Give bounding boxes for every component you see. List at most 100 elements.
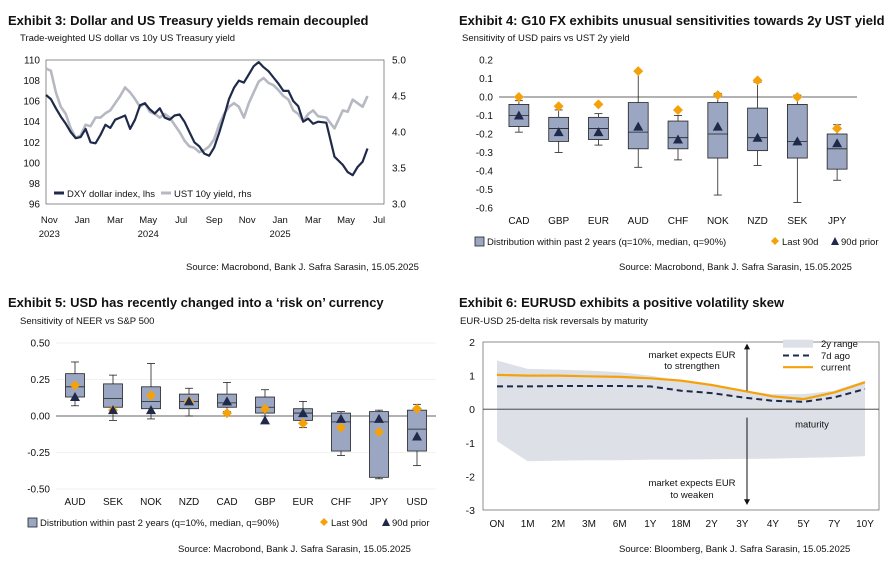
prior-90d-marker	[412, 431, 422, 441]
year-label: 2024	[138, 229, 159, 240]
left-axis-tick-label: 110	[24, 56, 40, 67]
y-axis-tick-label: -0.6	[476, 204, 494, 215]
legend-label-distribution: Distribution within past 2 years (q=10%,…	[487, 237, 726, 248]
legend-label-current: current	[821, 363, 851, 374]
exhibit-4-source: Source: Macrobond, Bank J. Safra Sarasin…	[619, 262, 852, 273]
legend-swatch-last90d	[320, 518, 328, 526]
category-label: NOK	[140, 497, 162, 508]
prior-90d-marker	[374, 413, 384, 423]
upward-arrow-head	[744, 343, 750, 350]
category-label: AUD	[64, 497, 85, 508]
y-axis-tick-label: 0	[469, 404, 475, 416]
legend-background	[50, 185, 262, 200]
x-axis-tick-label: ON	[490, 519, 505, 530]
last-90d-marker	[222, 408, 232, 419]
x-axis-tick-label: Jan	[272, 215, 287, 226]
y-axis-tick-label: 2	[469, 337, 475, 349]
exhibit-3-subtitle: Trade-weighted US dollar vs 10y US Treas…	[20, 33, 236, 44]
last-90d-marker	[513, 92, 524, 102]
last-90d-marker	[752, 75, 763, 86]
last-90d-marker	[593, 99, 604, 110]
x-axis-tick-label: 4Y	[767, 519, 780, 530]
y-axis-tick-label: -2	[466, 471, 475, 483]
x-axis-tick-label: Jul	[175, 215, 187, 226]
right-axis-tick-label: 4.0	[392, 128, 406, 139]
last-90d-marker	[633, 66, 644, 77]
x-axis-tick-label: Mar	[305, 215, 321, 226]
annotation-strengthen-line-1: market expects EUR	[648, 350, 735, 361]
category-label: JPY	[828, 216, 847, 227]
category-label: CHF	[668, 216, 689, 227]
last-90d-marker	[412, 403, 422, 414]
prior-90d-marker	[712, 121, 723, 131]
y-axis-tick-label: 1	[469, 371, 475, 383]
prior-90d-marker	[513, 110, 524, 120]
category-label: SEK	[103, 497, 123, 508]
last-90d-marker	[553, 101, 564, 112]
legend-label-ust: UST 10y yield, rhs	[174, 189, 252, 200]
annotation-strengthen-line-2: to strengthen	[664, 361, 719, 372]
x-axis-tick-label: Mar	[107, 215, 123, 226]
ust-10y-series-line	[45, 67, 369, 154]
right-axis-tick-label: 4.5	[392, 92, 406, 103]
right-axis-tick-label: 5.0	[392, 56, 406, 67]
year-label: 2025	[270, 229, 291, 240]
distribution-box	[407, 409, 427, 452]
annotation-weaken-line-1: market expects EUR	[648, 478, 735, 489]
distribution-box	[747, 107, 768, 152]
y-axis-tick-label: -0.50	[27, 485, 50, 496]
x-axis-tick-label: May	[139, 215, 157, 226]
x-axis-tick-label: 2Y	[706, 519, 719, 530]
category-label: EUR	[588, 216, 609, 227]
plot-frame	[482, 341, 880, 511]
year-label: 2023	[39, 229, 60, 240]
left-axis-tick-label: 106	[23, 97, 40, 108]
current-line	[496, 373, 866, 401]
legend-swatch-last90d	[771, 237, 779, 245]
x-axis-tick-label: 3M	[582, 519, 596, 530]
annotation-weaken-line-2: to weaken	[670, 490, 713, 501]
category-label: SEK	[787, 216, 807, 227]
legend-label-prior90d: 90d prior	[841, 237, 879, 248]
prior-90d-marker	[184, 396, 194, 406]
category-label: NZD	[179, 497, 200, 508]
exhibit-4-chart: 0.2 0.1 0.0 -0.1 -0.2 -0.3 -0.4 -0.5 -0.6 CAD GBP E…	[474, 56, 879, 248]
left-axis-tick-label: 108	[23, 76, 40, 87]
left-axis-tick-label: 98	[29, 179, 41, 190]
distribution-box	[369, 411, 389, 478]
exhibit-5-source: Source: Macrobond, Bank J. Safra Sarasin…	[178, 544, 411, 555]
exhibit-5-panel: Exhibit 5: USD has recently changed into…	[0, 281, 446, 562]
y-axis-tick-label: 0.2	[479, 56, 493, 67]
last-90d-marker	[792, 92, 803, 102]
x-axis-tick-label: 1Y	[644, 519, 657, 530]
legend-swatch-prior90d	[382, 518, 390, 526]
category-label: CHF	[331, 497, 352, 508]
legend-label-prior90d: 90d prior	[392, 518, 430, 529]
right-axis-tick-label: 3.5	[392, 164, 406, 175]
exhibit-4-subtitle: Sensitivity of USD pairs vs UST 2y yield	[462, 33, 630, 44]
seven-days-ago-line	[497, 385, 866, 403]
exhibit-6-title: Exhibit 6: EURUSD exhibits a positive vo…	[459, 295, 785, 310]
plot-frame	[45, 59, 385, 205]
prior-90d-marker	[108, 405, 118, 415]
exhibit-4-title: Exhibit 4: G10 FX exhibits unusual sensi…	[459, 13, 885, 28]
y-axis-tick-label: 0.1	[479, 74, 493, 85]
last-90d-marker	[712, 90, 723, 101]
category-label: GBP	[548, 216, 569, 227]
legend-swatch-range	[783, 339, 813, 348]
prior-90d-marker	[752, 132, 763, 142]
last-90d-marker	[673, 104, 683, 115]
exhibit-5-subtitle: Sensitivity of NEER vs S&P 500	[20, 316, 155, 327]
category-label: EUR	[292, 497, 313, 508]
x-axis-tick-label: 7Y	[828, 519, 841, 530]
legend-label-range: 2y range	[821, 339, 858, 350]
exhibit-6-chart: 2 1 0 -1 -2 -3 ON 1M 2M 3M 6M 1Y 18M 2Y 3Y 4Y 5Y 7Y 10Y mar…	[466, 337, 880, 530]
legend-swatch-distribution	[27, 517, 38, 528]
distribution-box	[103, 383, 123, 408]
exhibit-5-chart: 0.50 0.25 0.00 -0.25 -0.50 AUD SEK NOK NZD CAD GBP…	[27, 339, 436, 529]
y-axis-tick-label: -0.4	[476, 167, 494, 178]
prior-90d-marker	[222, 396, 232, 406]
exhibit-4-panel: Exhibit 4: G10 FX exhibits unusual sensi…	[447, 0, 893, 281]
prior-90d-marker	[832, 138, 843, 148]
y-axis-tick-label: -0.25	[27, 448, 50, 459]
